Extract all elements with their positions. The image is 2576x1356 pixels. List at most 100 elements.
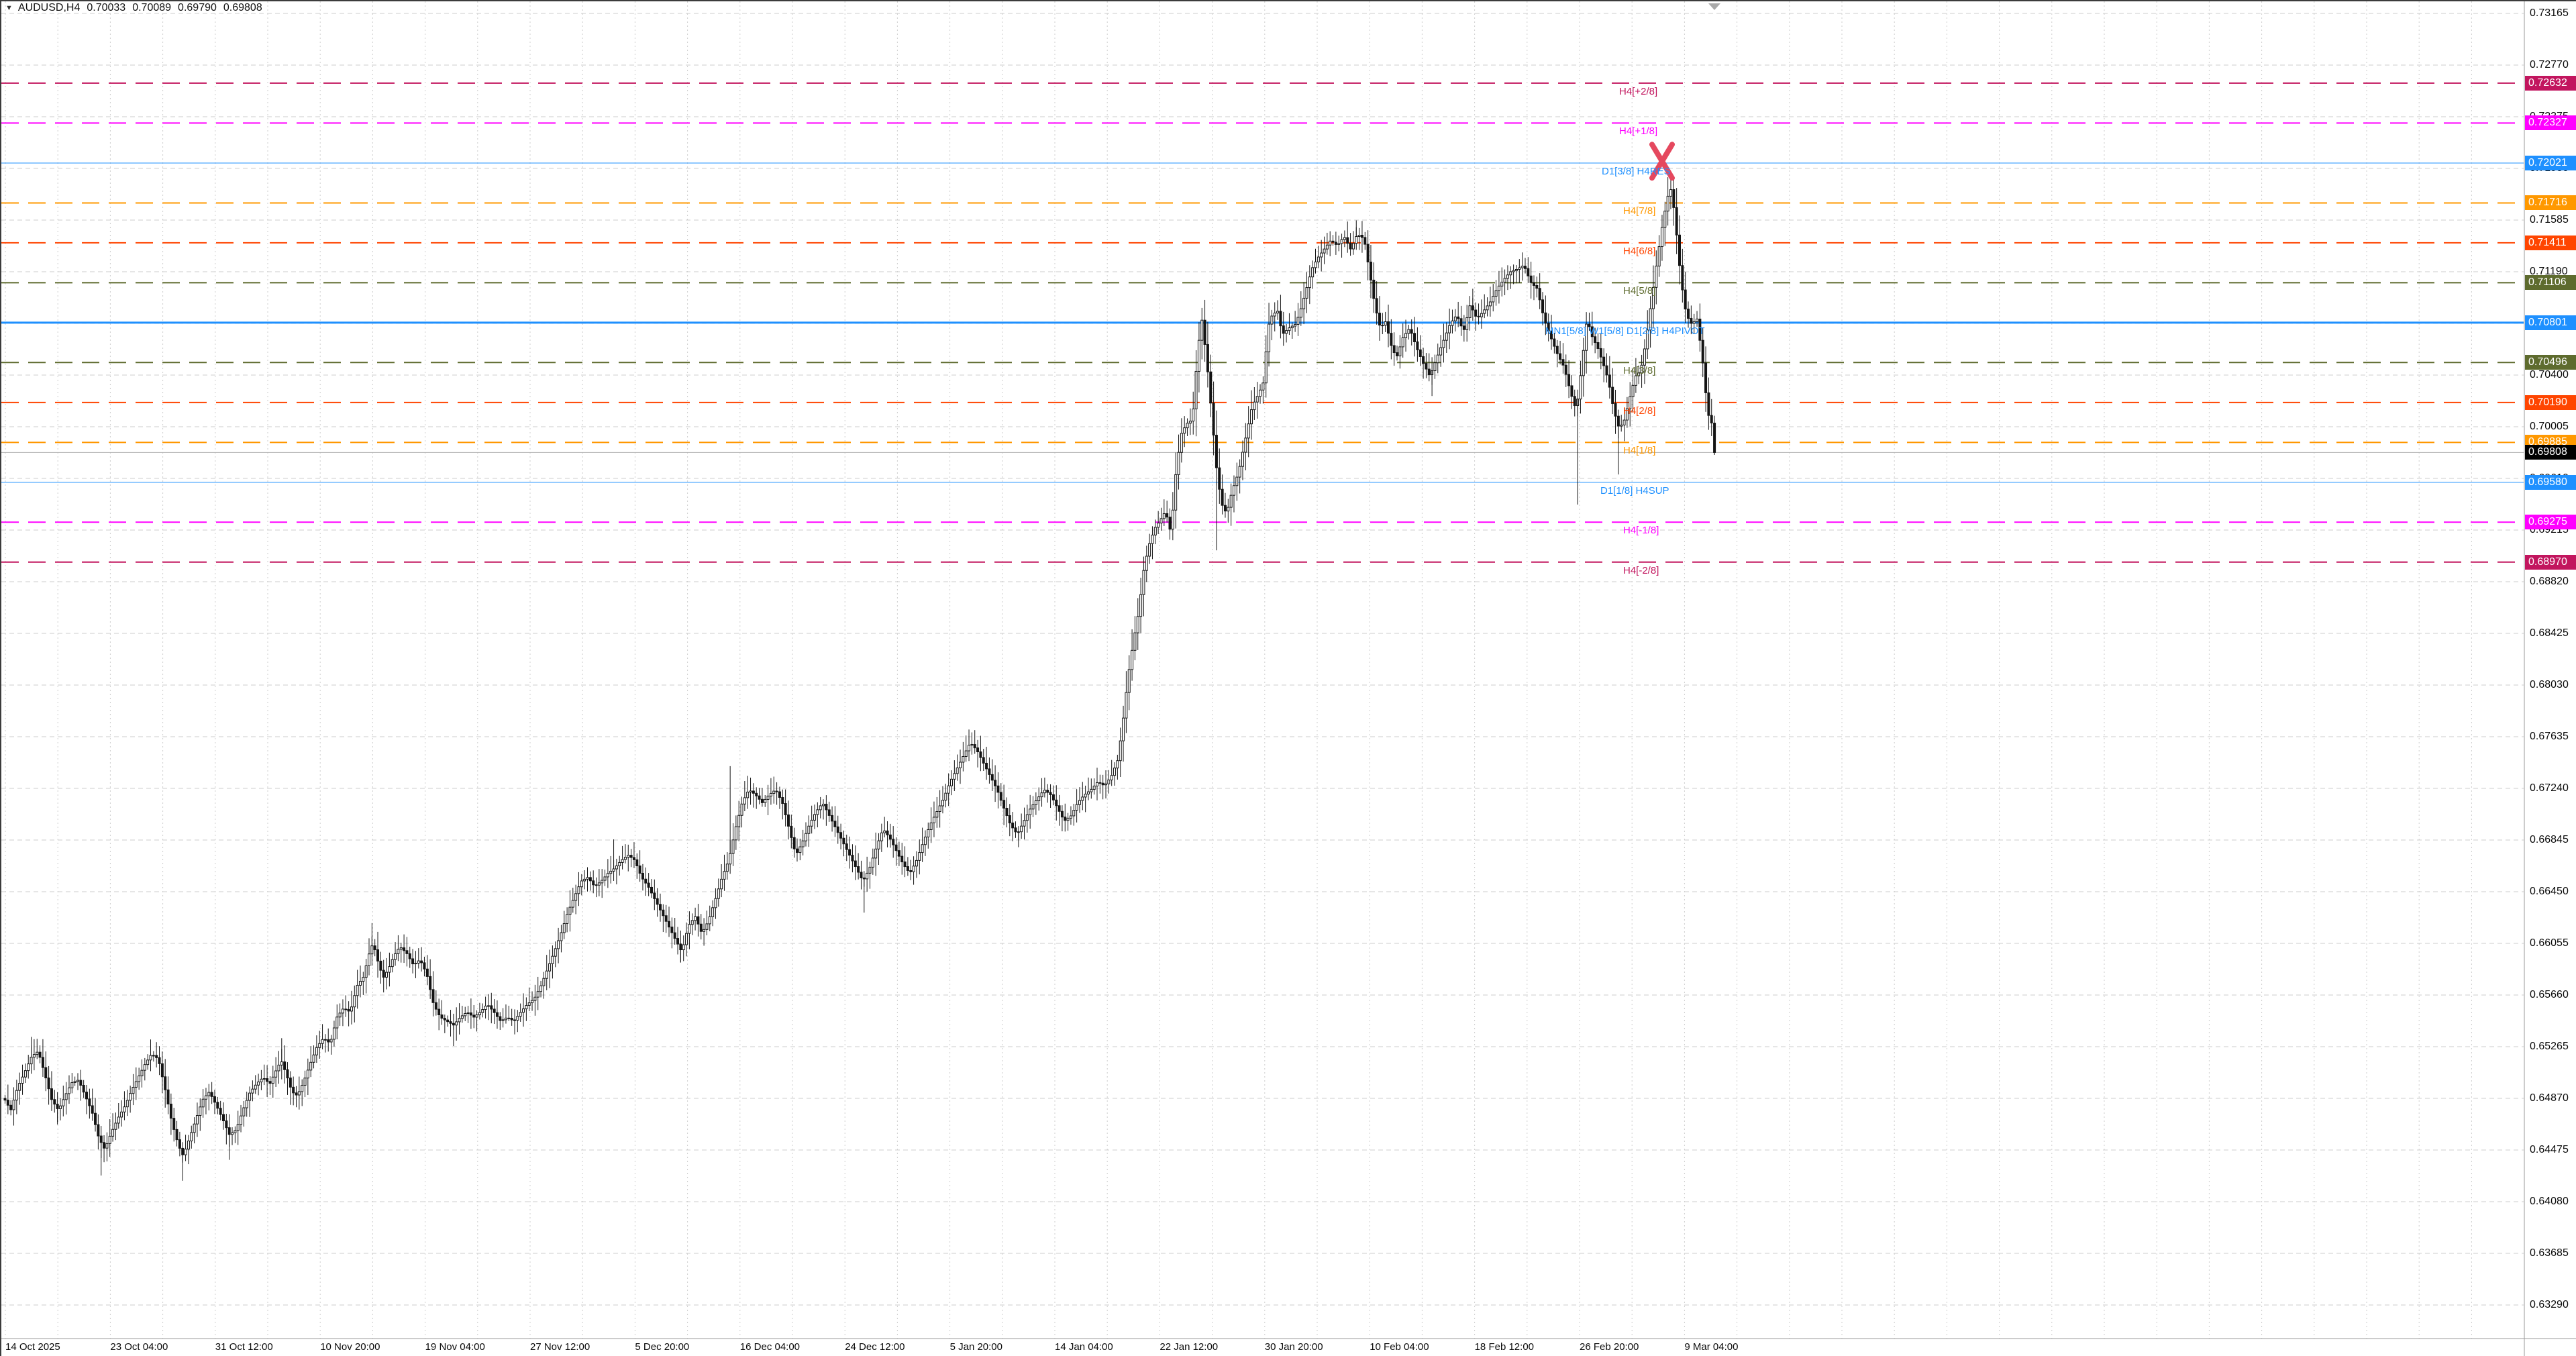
candle-body: [510, 1017, 513, 1021]
candle-body: [1148, 543, 1151, 557]
candle-body: [1183, 427, 1186, 434]
candle-body: [446, 1019, 450, 1023]
candle-body: [1276, 311, 1280, 314]
level-label: MN1[5/8] W1[5/8] D1[2/8] H4PIVOT: [1545, 325, 1705, 337]
candle-body: [1296, 317, 1300, 325]
candle-body: [775, 790, 778, 792]
time-axis-label: 14 Jan 04:00: [1055, 1341, 1113, 1353]
candle-body: [79, 1080, 83, 1086]
candle-body: [886, 830, 889, 835]
candle-body: [588, 877, 592, 882]
candle-body: [376, 949, 380, 961]
candle-body: [711, 907, 715, 917]
time-axis-label: 18 Feb 12:00: [1474, 1341, 1534, 1353]
candle-body: [301, 1085, 304, 1092]
candle-body: [111, 1129, 115, 1137]
candle-body: [1305, 287, 1308, 299]
candle-body: [816, 809, 819, 815]
candle-body: [1101, 782, 1104, 786]
level-label: H4[6/8]: [1623, 245, 1656, 257]
candle-body: [985, 762, 988, 770]
candle-body: [1064, 817, 1067, 821]
candle-body: [1425, 363, 1428, 370]
chart-shift-marker-icon[interactable]: [1708, 3, 1720, 10]
symbol-dropdown-icon[interactable]: ▼: [5, 4, 13, 12]
candle-body: [356, 984, 359, 996]
candle-body: [825, 803, 828, 811]
candle-body: [860, 872, 863, 878]
candle-body: [120, 1111, 123, 1118]
candle-body: [460, 1015, 464, 1019]
candle-body: [437, 1008, 441, 1016]
candle-body: [1334, 242, 1337, 245]
candle-body: [1392, 345, 1396, 354]
candle-body: [650, 886, 653, 894]
candle-body: [1188, 421, 1192, 424]
level-price-badge: 0.70801: [2525, 315, 2576, 330]
candle-body: [734, 826, 737, 841]
candle-body: [618, 862, 621, 867]
candle-body: [988, 768, 991, 775]
candle-body: [956, 767, 959, 774]
candle-body: [1360, 234, 1363, 238]
candle-body: [201, 1098, 205, 1108]
candle-body: [1533, 282, 1535, 286]
candle-body: [662, 909, 665, 917]
candle-body: [507, 1017, 511, 1019]
candle-body: [1285, 330, 1288, 334]
candle-body: [1288, 327, 1291, 331]
candle-body: [1351, 243, 1355, 250]
candle-body: [379, 960, 382, 971]
candle-body: [1192, 409, 1195, 422]
candle-body: [1488, 301, 1492, 307]
time-axis-label: 30 Jan 20:00: [1264, 1341, 1323, 1353]
candle-body: [32, 1054, 36, 1058]
candle-body: [836, 826, 839, 833]
level-price-badge: 0.72327: [2525, 115, 2576, 131]
candle-body: [973, 744, 976, 749]
candle-body: [394, 953, 397, 960]
candle-body: [749, 790, 752, 792]
candle-body: [99, 1135, 103, 1143]
level-label: H4[5/8]: [1623, 285, 1656, 297]
candle-body: [1131, 649, 1134, 670]
level-label: H4[+2/8]: [1619, 85, 1658, 97]
candle-body: [67, 1087, 70, 1094]
candle-body: [1407, 329, 1410, 334]
candle-body: [1660, 227, 1663, 248]
candle-body: [1034, 800, 1037, 805]
level-label: H4[1/8]: [1623, 445, 1656, 457]
candle-body: [883, 830, 886, 833]
price-axis-tick: 0.66845: [2530, 834, 2569, 845]
candle-body: [752, 790, 755, 794]
candle-body: [1640, 364, 1643, 374]
candle-body: [97, 1124, 100, 1137]
price-axis-tick: 0.72770: [2530, 59, 2569, 70]
price-axis-tick: 0.63685: [2530, 1247, 2569, 1259]
candle-body: [434, 1002, 437, 1010]
candle-body: [1442, 340, 1445, 348]
candle-body: [1448, 325, 1451, 333]
candle-body: [1684, 289, 1687, 310]
candle-body: [1081, 796, 1084, 801]
candle-body: [935, 811, 939, 818]
level-label: H4[3/8]: [1623, 365, 1656, 377]
candle-body: [399, 947, 403, 950]
candle-body: [571, 900, 574, 908]
candle-body: [623, 857, 627, 860]
candle-body: [15, 1090, 18, 1101]
candle-body: [760, 798, 764, 803]
price-axis-tick: 0.66055: [2530, 937, 2569, 949]
candle-body: [1616, 415, 1620, 427]
candle-body: [76, 1080, 79, 1082]
candle-body: [845, 843, 848, 850]
time-axis-label: 24 Dec 12:00: [845, 1341, 905, 1353]
ohlc-high-value: 0.70089: [132, 2, 172, 13]
candle-body: [877, 840, 880, 849]
candle-body: [562, 923, 566, 933]
candle-body: [1200, 319, 1204, 341]
candle-body: [332, 1027, 336, 1040]
candle-body: [1363, 237, 1367, 245]
candle-body: [350, 1006, 353, 1012]
